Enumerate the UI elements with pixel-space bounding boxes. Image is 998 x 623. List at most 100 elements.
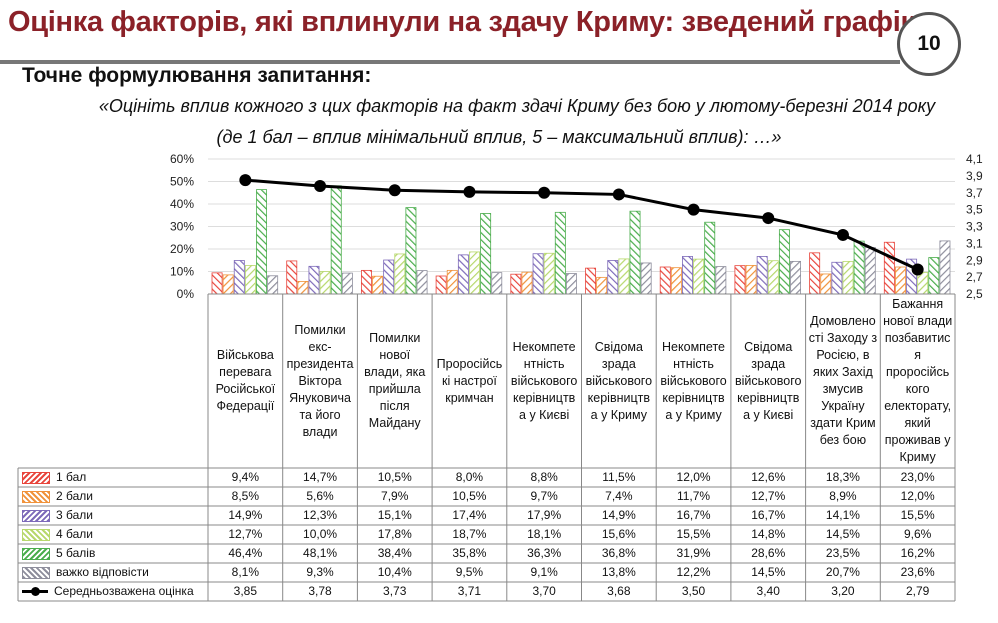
bar-3-9 bbox=[917, 271, 929, 295]
category-label: Свідома зрада військового керівництв а у… bbox=[735, 339, 802, 422]
table-cell: 16,7% bbox=[751, 508, 786, 522]
bar-4-7 bbox=[778, 229, 790, 295]
bar-0-5 bbox=[585, 267, 597, 295]
bar-5-0 bbox=[267, 275, 279, 295]
bar-3-8 bbox=[842, 260, 854, 295]
table-cell: 23,5% bbox=[825, 546, 860, 560]
bar-4-5 bbox=[629, 210, 641, 295]
table-cell: 11,5% bbox=[602, 470, 636, 484]
table-cell: 3,73 bbox=[383, 584, 407, 598]
legend-entry: важко відповісти bbox=[22, 563, 149, 582]
table-cell: 31,9% bbox=[676, 546, 711, 560]
bar-5-9 bbox=[939, 240, 951, 295]
bar-1-7 bbox=[745, 265, 757, 295]
legend-label: 3 бали bbox=[56, 508, 93, 522]
table-cell: 23,6% bbox=[900, 565, 935, 579]
bar-2-7 bbox=[756, 256, 768, 295]
y-tick-label: 40% bbox=[170, 197, 194, 211]
legend-swatch bbox=[22, 566, 50, 579]
y2-tick-label: 2,9 bbox=[966, 253, 983, 267]
category-label: Військова перевага Російської Федерації bbox=[215, 348, 276, 413]
page-title: Оцінка факторів, які вплинули на здачу К… bbox=[8, 6, 915, 38]
y-tick-label: 60% bbox=[170, 152, 194, 166]
table-cell: 18,7% bbox=[452, 527, 487, 541]
legend-line-marker bbox=[22, 587, 48, 596]
legend-entry: 2 бали bbox=[22, 487, 93, 506]
table-cell: 9,1% bbox=[530, 565, 558, 579]
bar-2-3 bbox=[457, 254, 469, 295]
y2-tick-label: 3,5 bbox=[966, 203, 983, 217]
page-number-badge: 10 bbox=[897, 12, 961, 76]
table-cell: 13,8% bbox=[601, 565, 636, 579]
table-cell: 8,0% bbox=[455, 470, 484, 484]
table-cell: 36,8% bbox=[601, 546, 636, 560]
bar-5-1 bbox=[341, 272, 353, 295]
table-cell: 12,2% bbox=[676, 565, 711, 579]
table-cell: 16,2% bbox=[900, 546, 935, 560]
bar-5-6 bbox=[715, 266, 727, 295]
category-label: Помилки екс-президента Віктора Януковича… bbox=[286, 322, 354, 439]
bar-3-4 bbox=[543, 252, 555, 295]
table-cell: 14,7% bbox=[303, 470, 338, 484]
table-cell: 15,5% bbox=[676, 527, 711, 541]
bar-1-6 bbox=[670, 267, 682, 295]
bar-2-8 bbox=[831, 261, 843, 295]
table-cell: 14,1% bbox=[825, 508, 860, 522]
bar-3-7 bbox=[767, 260, 779, 295]
bar-0-8 bbox=[809, 252, 821, 295]
average-point bbox=[239, 174, 252, 187]
table-cell: 18,1% bbox=[527, 527, 562, 541]
bar-5-3 bbox=[491, 272, 503, 295]
table-cell: 3,50 bbox=[681, 584, 706, 598]
table-cell: 3,85 bbox=[233, 584, 258, 598]
legend-swatch bbox=[22, 509, 50, 522]
table-cell: 17,8% bbox=[377, 527, 412, 541]
average-point bbox=[314, 180, 327, 192]
subtitle: Точне формулювання запитання: bbox=[22, 64, 372, 87]
table-cell: 8,1% bbox=[231, 565, 260, 579]
table-cell: 20,7% bbox=[825, 565, 860, 579]
average-line bbox=[245, 178, 919, 271]
bar-0-4 bbox=[510, 273, 522, 295]
table-cell: 8,5% bbox=[231, 489, 260, 503]
table-cell: 46,4% bbox=[228, 546, 263, 560]
bar-2-1 bbox=[308, 265, 320, 295]
average-point bbox=[687, 203, 700, 216]
table-cell: 2,79 bbox=[905, 584, 930, 598]
bar-0-3 bbox=[435, 275, 447, 295]
legend-label: 2 бали bbox=[56, 489, 93, 503]
table-cell: 12,7% bbox=[751, 489, 786, 503]
table-cell: 17,4% bbox=[452, 508, 487, 522]
table-cell: 3,40 bbox=[756, 584, 780, 598]
bar-2-0 bbox=[233, 260, 245, 295]
table-cell: 9,4% bbox=[231, 470, 260, 484]
table-cell: 48,1% bbox=[303, 546, 338, 560]
y2-tick-label: 4,1 bbox=[966, 152, 983, 166]
table-cell: 9,7% bbox=[530, 489, 558, 503]
bar-1-1 bbox=[297, 280, 309, 295]
legend-entry: 4 бали bbox=[22, 525, 93, 544]
bar-5-7 bbox=[790, 260, 802, 295]
table-cell: 28,6% bbox=[751, 546, 786, 560]
table-cell: 9,5% bbox=[455, 565, 484, 579]
bar-2-4 bbox=[532, 253, 544, 295]
table-cell: 3,71 bbox=[457, 584, 482, 598]
bar-2-2 bbox=[383, 259, 395, 295]
legend-dot-icon bbox=[31, 587, 40, 596]
table-cell: 3,68 bbox=[607, 584, 631, 598]
bar-1-0 bbox=[222, 274, 234, 295]
table-cell: 10,4% bbox=[377, 565, 412, 579]
table-cell: 3,78 bbox=[308, 584, 332, 598]
y2-tick-label: 3,7 bbox=[966, 186, 983, 200]
bar-3-2 bbox=[394, 253, 406, 295]
table-cell: 10,0% bbox=[303, 527, 338, 541]
table-cell: 14,9% bbox=[228, 508, 263, 522]
y-tick-label: 50% bbox=[170, 175, 194, 189]
table-cell: 36,3% bbox=[527, 546, 562, 560]
table-cell: 12,6% bbox=[751, 470, 786, 484]
category-label: Помилки нової влади, яка прийшла після М… bbox=[364, 331, 426, 430]
table-cell: 5,6% bbox=[306, 489, 334, 503]
bar-0-0 bbox=[211, 272, 223, 295]
legend-label: 5 балів bbox=[56, 546, 96, 560]
bar-1-5 bbox=[596, 276, 608, 295]
